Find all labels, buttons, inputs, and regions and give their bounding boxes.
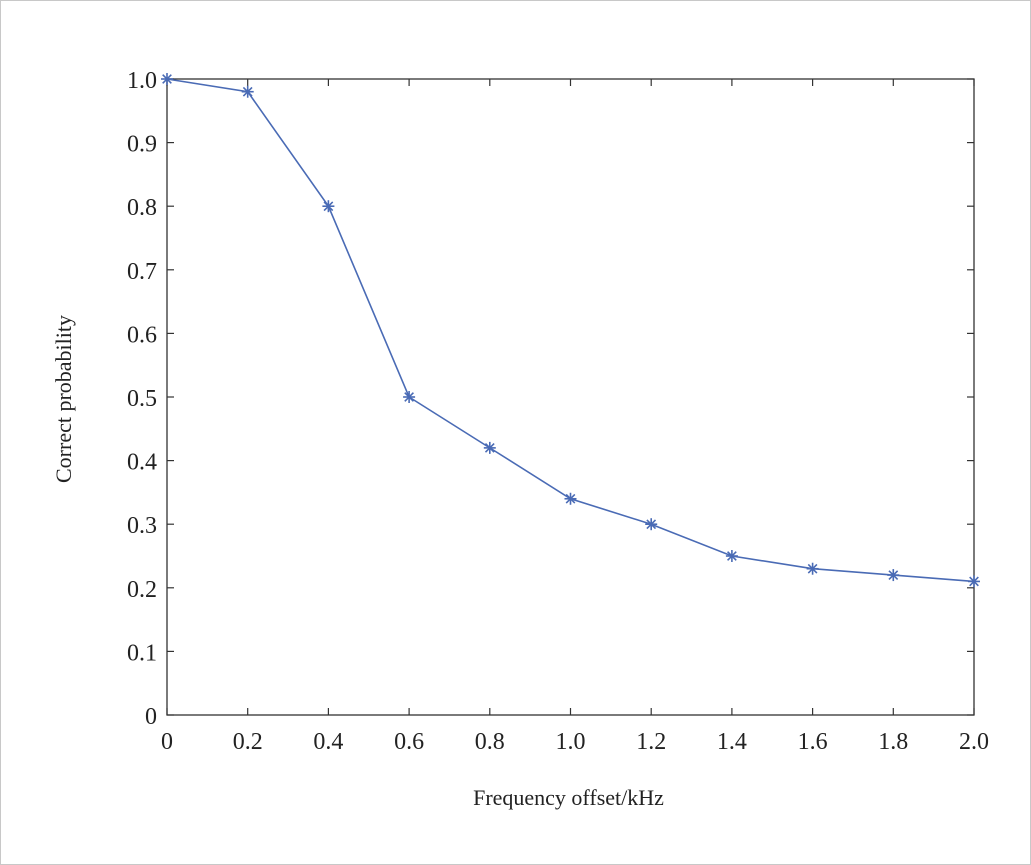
data-point-marker	[806, 562, 819, 575]
x-tick-label: 0	[161, 729, 173, 755]
x-tick-label: 0.6	[394, 729, 424, 755]
y-tick-label: 0.7	[127, 259, 157, 285]
series-line	[166, 78, 975, 583]
x-tick-label: 0.2	[233, 729, 263, 755]
y-tick-label: 0	[145, 704, 157, 730]
data-point-marker	[483, 441, 496, 454]
x-tick-label: 1.4	[717, 729, 747, 755]
data-point-marker	[645, 518, 658, 531]
data-point-marker	[161, 73, 173, 85]
data-point-marker	[241, 85, 254, 98]
y-axis-label: Correct probability	[51, 315, 76, 483]
x-tick-label: 1.2	[636, 729, 666, 755]
data-point-marker	[564, 492, 577, 505]
y-tick-label: 0.2	[127, 577, 157, 603]
y-tick-label: 0.6	[127, 322, 157, 348]
data-point-marker	[403, 391, 416, 403]
y-tick-label: 1.0	[127, 68, 157, 94]
data-point-marker	[322, 200, 335, 213]
x-tick-label: 1.0	[556, 729, 586, 755]
y-tick-label: 0.4	[127, 450, 157, 476]
y-ticks: 0 0.1 0.2 0.3 0.4 0.5 0.6 0.7 0.8 0.9 1.0	[127, 68, 974, 730]
y-tick-label: 0.1	[127, 640, 157, 666]
y-tick-label: 0.9	[127, 132, 157, 158]
y-tick-label: 0.5	[127, 386, 157, 412]
x-axis-label: Frequency offset/kHz	[473, 785, 664, 810]
x-tick-label: 0.8	[475, 729, 505, 755]
x-tick-label: 0.4	[313, 729, 343, 755]
x-ticks: 0 0.2 0.4 0.6 0.8 1.0 1.2 1.4 1.6 1.8 2.0	[161, 79, 989, 755]
x-tick-label: 1.6	[798, 729, 828, 755]
data-series	[161, 73, 980, 588]
y-tick-label: 0.3	[127, 513, 157, 539]
data-point-marker	[887, 569, 900, 582]
x-tick-label: 2.0	[959, 729, 989, 755]
plot-box	[166, 78, 975, 716]
data-point-marker	[725, 550, 738, 562]
data-point-marker	[968, 575, 980, 588]
plot-axes	[166, 78, 975, 716]
x-tick-label: 1.8	[878, 729, 908, 755]
y-tick-label: 0.8	[127, 195, 157, 221]
